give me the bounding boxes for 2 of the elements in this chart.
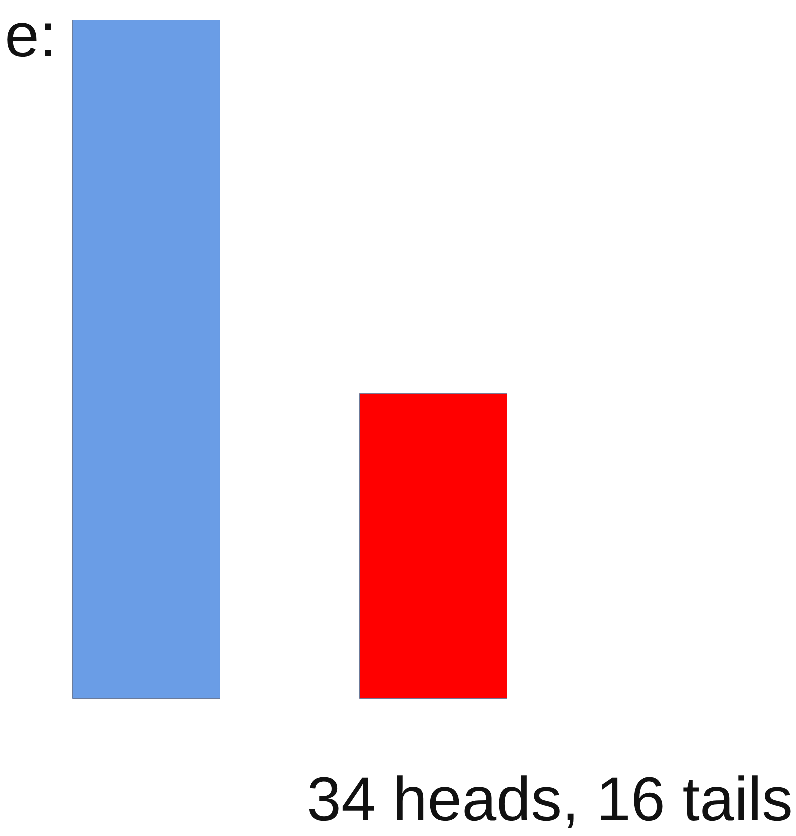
x-axis-title: 34 heads, 16 tails xyxy=(306,766,794,834)
chart-title: e: xyxy=(5,2,57,70)
